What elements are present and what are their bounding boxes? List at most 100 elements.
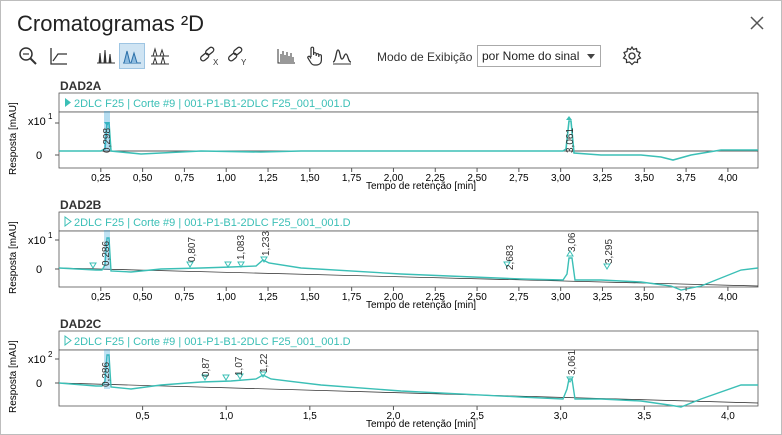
x-tick-label: 0,75 — [175, 292, 195, 303]
x-tick-label: 1,50 — [300, 292, 320, 303]
plot-area[interactable] — [58, 230, 759, 288]
x-tick-label: 3,75 — [676, 292, 696, 303]
x-tick-label: 1,00 — [216, 292, 236, 303]
x-axis: 0,5 1,0 1,5 2,0 2,5 3,0 3,5 4,0 — [136, 406, 735, 422]
y-zero-label: 0 — [36, 150, 42, 162]
settings-gear-icon[interactable] — [619, 43, 645, 69]
legend-label: 2DLC F25 | Corte #9 | 001-P1-B1-2DLC F25… — [74, 217, 351, 229]
y-zero-label: 0 — [36, 264, 42, 276]
x-tick-label: 3,50 — [635, 292, 655, 303]
x-tick-label: 1,75 — [342, 173, 362, 184]
legend-marker-icon — [64, 216, 72, 227]
x-tick-label: 4,00 — [718, 292, 738, 303]
x-tick-label: 3,25 — [593, 292, 613, 303]
signal-trace — [58, 237, 759, 291]
panel-title-dad2a: DAD2A — [60, 79, 102, 93]
peak-label: 3,295 — [604, 239, 615, 264]
peak-label: 0,286 — [101, 362, 112, 387]
y-axis-label: Resposta [mAU] — [8, 221, 19, 294]
chevron-down-icon — [587, 54, 595, 59]
y-zero-label: 0 — [36, 378, 42, 390]
x-tick-label: 0,25 — [91, 292, 111, 303]
x-tick-label: 2,00 — [384, 173, 404, 184]
close-icon[interactable] — [749, 15, 765, 31]
x-tick-label: 2,50 — [467, 292, 487, 303]
x-tick-label: 2,0 — [386, 411, 400, 422]
x-tick-label: 1,75 — [342, 292, 362, 303]
x-tick-label: 3,50 — [635, 173, 655, 184]
chromatogram-panel-dad2a[interactable]: 2DLC F25 | Corte #9 | 001-P1-B1-2DLC F25… — [1, 89, 781, 195]
display-mode-value: por Nome do sinal — [482, 49, 580, 63]
y-axis-label: Resposta [mAU] — [8, 340, 19, 413]
x-tick-label: 1,00 — [216, 173, 236, 184]
x-tick-label: 2,00 — [384, 292, 404, 303]
stacked-view-icon[interactable] — [119, 43, 145, 69]
x-tick-label: 4,0 — [721, 411, 735, 422]
bar-signal-icon[interactable] — [273, 43, 299, 69]
x-tick-label: 0,50 — [133, 173, 153, 184]
x-tick-label: 3,5 — [637, 411, 651, 422]
signal-trace — [58, 354, 758, 408]
window-title: Cromatogramas ²D — [17, 11, 205, 36]
y-exponent: 2 — [48, 350, 53, 359]
peak-label: 3,06 — [567, 232, 578, 252]
peak-label: 0,87 — [201, 357, 212, 377]
chromatogram-panel-dad2c[interactable]: 2DLC F25 | Corte #9 | 001-P1-B1-2DLC F25… — [1, 327, 781, 433]
peak-label: 3,061 — [567, 350, 578, 375]
peak-label: 2,683 — [505, 245, 516, 270]
chromatogram-panel-dad2b[interactable]: 2DLC F25 | Corte #9 | 001-P1-B1-2DLC F25… — [1, 208, 781, 314]
x-tick-label: 3,75 — [676, 173, 696, 184]
x-tick-label: 3,00 — [551, 292, 571, 303]
x-axis-label: Tempo de retenção [min] — [366, 419, 476, 430]
peak-label: 1,233 — [261, 231, 272, 256]
overlay-view-icon[interactable] — [93, 43, 119, 69]
x-axis: 0,25 0,50 0,75 1,00 1,25 1,50 1,75 2,00 2,25 2,50… — [91, 287, 738, 303]
peak-label: 1,22 — [259, 353, 270, 373]
unlink-y-icon[interactable]: Y — [225, 43, 251, 69]
hand-pointer-icon[interactable] — [301, 43, 327, 69]
display-mode-select[interactable]: por Nome do sinal — [477, 45, 601, 67]
x-axis-label: Tempo de retenção [min] — [366, 300, 476, 311]
x-tick-label: 0,25 — [91, 173, 111, 184]
x-tick-label: 2,75 — [509, 173, 529, 184]
x-tick-label: 2,25 — [426, 292, 446, 303]
baseline — [58, 382, 759, 404]
y-multiplier: x10 — [28, 116, 46, 128]
unlink-x-icon[interactable]: X — [197, 43, 223, 69]
peak-icon[interactable] — [329, 43, 355, 69]
x-axis: 0,25 0,50 0,75 1,00 1,25 1,50 1,75 2,00 2,25 2,50… — [91, 168, 738, 184]
legend-marker-icon — [64, 335, 72, 346]
peak-label: 0,286 — [101, 241, 112, 266]
x-tick-label: 2,50 — [467, 173, 487, 184]
x-tick-label: 0,5 — [136, 411, 150, 422]
toolbar: X Y Modo de Exibição por Nome do sinal — [15, 43, 755, 71]
x-tick-label: 1,50 — [300, 173, 320, 184]
x-tick-label: 1,25 — [258, 292, 278, 303]
x-tick-label: 2,5 — [470, 411, 484, 422]
y-axis-label: Resposta [mAU] — [8, 102, 19, 175]
x-axis-label: Tempo de retenção [min] — [366, 181, 476, 192]
svg-text:Y: Y — [241, 58, 247, 67]
plot-area[interactable] — [58, 111, 759, 169]
x-tick-label: 1,0 — [219, 411, 233, 422]
legend-label: 2DLC F25 | Corte #9 | 001-P1-B1-2DLC F25… — [74, 98, 351, 110]
x-tick-label: 3,00 — [551, 173, 571, 184]
y-exponent: 1 — [48, 231, 53, 240]
axis-scale-icon[interactable] — [45, 43, 71, 69]
x-tick-label: 0,50 — [133, 292, 153, 303]
x-tick-label: 2,25 — [426, 173, 446, 184]
zoom-fit-icon[interactable] — [15, 43, 41, 69]
plot-area[interactable] — [58, 349, 759, 407]
svg-text:X: X — [213, 58, 219, 67]
split-view-icon[interactable] — [147, 43, 173, 69]
x-tick-label: 1,5 — [303, 411, 317, 422]
peak-label: 0,807 — [187, 237, 198, 262]
baseline — [58, 267, 759, 287]
peak-label: 0,298 — [102, 128, 113, 153]
y-multiplier: x10 — [28, 235, 46, 247]
panel-title-dad2b: DAD2B — [60, 198, 102, 212]
x-tick-label: 3,25 — [593, 173, 613, 184]
x-tick-label: 1,25 — [258, 173, 278, 184]
x-tick-label: 4,00 — [718, 173, 738, 184]
